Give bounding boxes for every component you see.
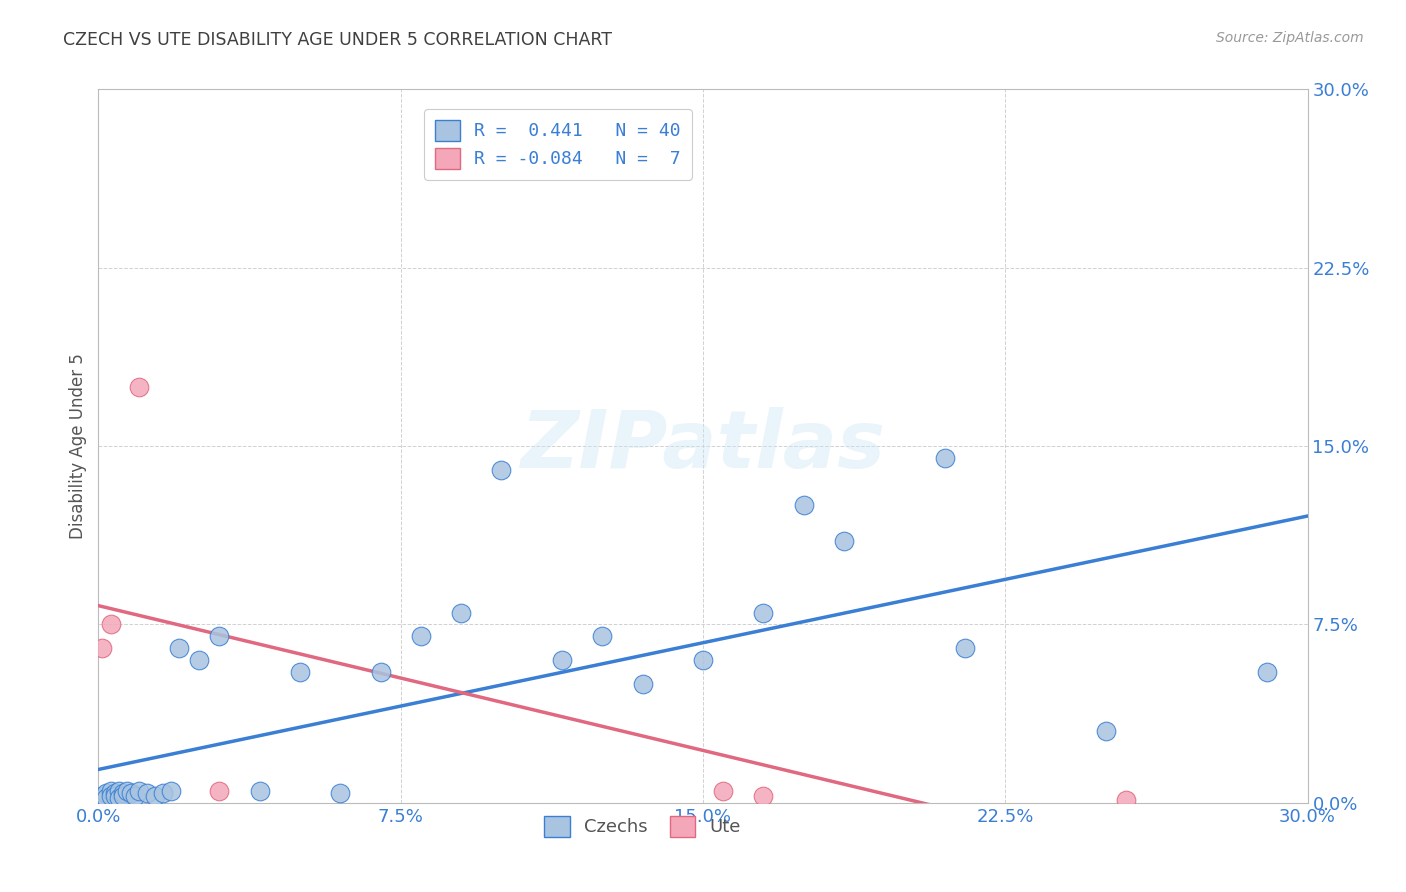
Point [631,677,654,691]
Point [124,789,146,803]
Point [111,789,134,803]
Point [91,641,114,656]
Point [692,653,714,667]
Point [450,606,472,620]
Point [91,789,114,803]
Point [152,786,174,800]
Point [128,379,150,393]
Text: ZIPatlas: ZIPatlas [520,407,886,485]
Point [551,653,574,667]
Point [115,784,138,798]
Point [208,784,231,798]
Point [1256,665,1278,679]
Point [591,629,613,643]
Point [208,629,231,643]
Point [107,791,129,805]
Point [329,786,352,800]
Point [711,784,734,798]
Point [107,784,129,798]
Point [249,784,271,798]
Point [143,789,166,803]
Point [120,786,142,800]
Point [288,665,311,679]
Point [96,786,118,800]
Point [100,784,122,798]
Y-axis label: Disability Age Under 5: Disability Age Under 5 [69,353,87,539]
Point [752,606,775,620]
Point [167,641,190,656]
Point [752,789,775,803]
Text: Source: ZipAtlas.com: Source: ZipAtlas.com [1216,31,1364,45]
Point [491,463,513,477]
Point [832,534,855,549]
Point [103,786,125,800]
Text: CZECH VS UTE DISABILITY AGE UNDER 5 CORRELATION CHART: CZECH VS UTE DISABILITY AGE UNDER 5 CORR… [63,31,612,49]
Point [953,641,976,656]
Point [128,784,150,798]
Point [100,617,122,632]
Point [111,786,134,800]
Point [370,665,392,679]
Point [934,450,956,465]
Point [160,784,183,798]
Point [793,499,815,513]
Point [409,629,432,643]
Point [1095,724,1118,739]
Point [1115,793,1137,807]
Point [103,789,125,803]
Point [100,789,122,803]
Legend: Czechs, Ute: Czechs, Ute [537,808,748,844]
Point [96,791,118,805]
Point [188,653,211,667]
Point [135,786,157,800]
